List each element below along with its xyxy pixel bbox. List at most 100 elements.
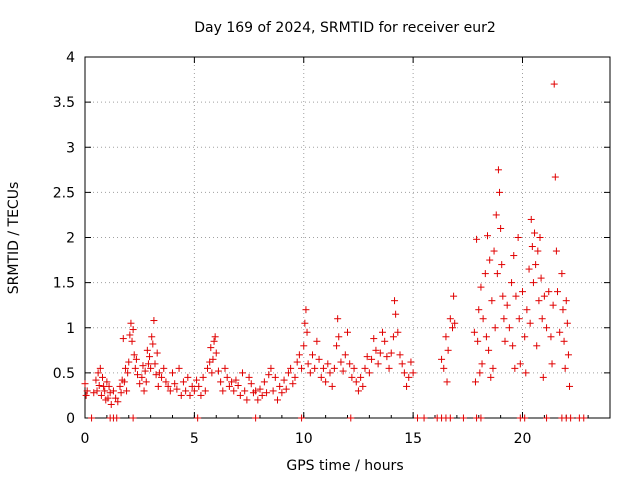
data-point <box>566 382 574 390</box>
data-point <box>121 364 129 372</box>
data-point <box>138 373 146 381</box>
data-point <box>252 414 260 422</box>
data-point <box>186 391 194 399</box>
data-point <box>440 364 448 372</box>
data-point <box>526 319 534 327</box>
data-point <box>374 360 382 368</box>
data-point <box>245 373 253 381</box>
data-point <box>350 364 358 372</box>
data-point <box>101 387 109 395</box>
data-point <box>484 232 491 240</box>
data-point <box>282 385 290 393</box>
data-point <box>324 360 332 368</box>
data-point <box>554 288 561 296</box>
y-tick-label: 3 <box>66 140 75 156</box>
data-point <box>403 382 411 390</box>
data-point <box>522 369 530 377</box>
data-point <box>341 351 349 359</box>
data-point <box>130 351 138 359</box>
y-tick-label: 2 <box>66 231 75 247</box>
data-point <box>339 367 347 375</box>
chart-title: Day 169 of 2024, SRMTID for receiver eur… <box>194 20 496 36</box>
data-point <box>536 234 544 241</box>
data-point <box>328 382 336 390</box>
data-point <box>114 398 122 406</box>
data-point <box>451 319 459 327</box>
data-point <box>405 373 413 381</box>
data-point <box>241 387 249 395</box>
data-point <box>547 333 555 341</box>
data-point <box>83 387 91 395</box>
y-tick-label: 1.5 <box>53 276 75 292</box>
data-point <box>540 292 548 300</box>
data-point <box>552 247 560 255</box>
data-point <box>116 382 124 390</box>
data-point <box>558 270 566 278</box>
data-point <box>529 279 537 287</box>
data-point <box>103 378 111 386</box>
data-point <box>486 256 494 264</box>
data-point <box>107 400 115 408</box>
data-point <box>276 382 284 390</box>
data-point <box>488 297 496 305</box>
data-point <box>476 369 484 377</box>
data-point <box>309 351 316 359</box>
data-point <box>477 414 485 422</box>
data-point <box>516 360 524 368</box>
data-point <box>232 376 240 384</box>
data-point <box>243 396 251 404</box>
data-point <box>179 378 187 386</box>
data-point <box>510 252 518 260</box>
data-point <box>134 371 141 379</box>
data-point <box>151 360 159 368</box>
data-point <box>511 364 519 372</box>
data-point <box>129 326 137 334</box>
data-point <box>199 373 207 381</box>
data-point <box>117 389 125 397</box>
data-point <box>289 380 297 388</box>
data-point <box>470 328 478 336</box>
data-point <box>123 387 131 395</box>
data-point <box>527 215 535 223</box>
data-point <box>93 387 101 395</box>
data-point <box>81 380 89 388</box>
data-point <box>363 353 371 361</box>
data-point <box>365 369 373 377</box>
data-point <box>479 315 487 323</box>
data-point <box>398 360 406 368</box>
data-point <box>113 414 121 422</box>
data-point <box>487 373 495 381</box>
data-point <box>291 373 299 381</box>
data-point <box>319 364 327 372</box>
data-point <box>407 358 415 366</box>
data-point <box>201 387 209 395</box>
data-point <box>503 301 511 309</box>
data-point <box>512 292 520 300</box>
data-point <box>223 373 231 381</box>
data-point <box>131 364 139 372</box>
data-point <box>125 358 133 366</box>
data-point <box>193 376 201 384</box>
data-point <box>491 324 499 332</box>
data-point <box>523 306 531 314</box>
data-point <box>549 301 557 309</box>
y-tick-label: 2.5 <box>53 185 75 201</box>
data-point <box>171 380 179 388</box>
data-point <box>376 349 384 357</box>
data-point <box>564 351 572 359</box>
data-point <box>559 306 567 314</box>
data-point <box>543 414 551 422</box>
data-point <box>182 387 190 395</box>
data-point <box>136 380 144 388</box>
data-point <box>443 378 451 386</box>
data-point <box>498 261 506 269</box>
data-point <box>258 391 266 399</box>
data-point <box>82 391 90 399</box>
data-point <box>209 355 217 363</box>
data-point <box>459 414 467 422</box>
data-point <box>478 360 486 368</box>
data-point <box>278 389 286 397</box>
data-point <box>449 324 456 332</box>
data-point <box>267 364 275 372</box>
data-point <box>381 337 389 345</box>
